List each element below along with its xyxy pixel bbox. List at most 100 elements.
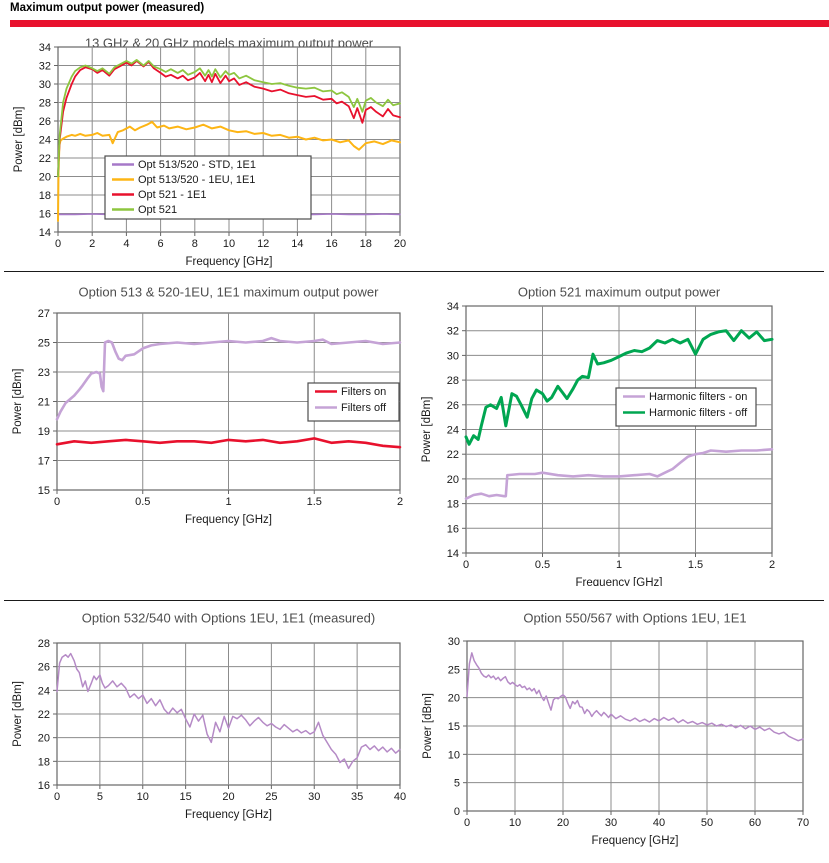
x-tick-label: 6 (158, 238, 164, 250)
y-axis-label: Power [dBm] (12, 681, 24, 747)
y-tick-label: 19 (38, 426, 50, 438)
y-tick-label: 24 (38, 685, 50, 697)
page-title: Maximum output power (measured) (10, 2, 204, 14)
chart-title: Option 550/567 with Options 1EU, 1E1 (523, 610, 746, 625)
chart-option-521: Option 521 maximum output power 0 0.5 1 1.5 2… (420, 276, 829, 591)
y-axis-label: Power [dBm] (12, 369, 24, 435)
y-tick-label: 22 (39, 153, 51, 165)
y-tick-label: 14 (447, 548, 459, 560)
x-tick-label: 20 (557, 817, 569, 829)
x-tick-label: 0.5 (535, 559, 550, 571)
legend-label: Opt 513/520 - 1EU, 1E1 (138, 174, 255, 186)
legend-label: Harmonic filters - off (649, 407, 748, 419)
y-tick-label: 26 (38, 662, 50, 674)
x-tick-label: 16 (325, 238, 337, 250)
x-tick-label: 10 (509, 817, 521, 829)
x-tick-label: 50 (701, 817, 713, 829)
y-tick-label: 32 (447, 326, 459, 338)
x-axis-label: Frequency [GHz] (576, 577, 663, 586)
x-tick-label: 0 (463, 559, 469, 571)
y-tick-label: 15 (38, 485, 50, 497)
y-tick-label: 5 (454, 778, 460, 790)
y-tick-label: 22 (447, 449, 459, 461)
y-tick-label: 17 (38, 456, 50, 468)
y-tick-label: 22 (38, 709, 50, 721)
y-tick-label: 24 (447, 425, 459, 437)
y-tick-label: 20 (38, 733, 50, 745)
y-tick-label: 28 (38, 638, 50, 650)
legend-label: Opt 521 - 1E1 (138, 189, 207, 201)
chart-title: Option 513 & 520-1EU, 1E1 maximum output… (79, 284, 380, 299)
y-axis-label: Power [dBm] (422, 693, 434, 759)
x-axis-label: Frequency [GHz] (186, 256, 273, 268)
y-tick-label: 27 (38, 308, 50, 320)
x-tick-label: 2 (397, 496, 403, 508)
y-tick-label: 16 (39, 209, 51, 221)
chart-canvas: Option 521 maximum output power 0 0.5 1 1.5 2… (420, 276, 829, 586)
x-tick-label: 1 (616, 559, 622, 571)
x-tick-label: 10 (137, 791, 149, 803)
x-tick-label: 0 (55, 238, 61, 250)
y-tick-label: 25 (448, 664, 460, 676)
y-tick-label: 16 (38, 780, 50, 792)
y-axis-label: Power [dBm] (13, 107, 25, 173)
y-tick-label: 32 (39, 61, 51, 73)
y-axis-label: Power [dBm] (421, 397, 433, 463)
y-tick-label: 18 (38, 756, 50, 768)
x-tick-label: 30 (308, 791, 320, 803)
x-tick-label: 0 (54, 791, 60, 803)
y-tick-label: 34 (39, 42, 51, 54)
chart-option-532-540: Option 532/540 with Options 1EU, 1E1 (me… (0, 603, 420, 838)
x-tick-label: 0 (464, 817, 470, 829)
y-tick-label: 23 (38, 367, 50, 379)
x-tick-label: 25 (265, 791, 277, 803)
legend-label: Filters on (341, 386, 386, 398)
chart-title: Option 532/540 with Options 1EU, 1E1 (me… (82, 610, 375, 625)
x-tick-label: 60 (749, 817, 761, 829)
y-tick-label: 26 (447, 400, 459, 412)
legend-label: Opt 521 (138, 204, 177, 216)
chart-canvas: 13 GHz & 20 GHz models maximum output po… (10, 33, 420, 271)
chart-canvas: Option 513 & 520-1EU, 1E1 maximum output… (0, 276, 420, 538)
x-tick-label: 12 (257, 238, 269, 250)
y-tick-label: 14 (39, 227, 51, 239)
y-tick-label: 30 (447, 350, 459, 362)
x-tick-label: 10 (223, 238, 235, 250)
x-tick-label: 40 (394, 791, 406, 803)
chart-option-513-520: Option 513 & 520-1EU, 1E1 maximum output… (0, 276, 420, 543)
y-tick-label: 20 (448, 693, 460, 705)
x-axis-label: Frequency [GHz] (185, 514, 272, 526)
x-tick-label: 18 (360, 238, 372, 250)
x-tick-label: 5 (97, 791, 103, 803)
y-tick-label: 34 (447, 301, 459, 313)
x-tick-label: 20 (222, 791, 234, 803)
x-tick-label: 70 (797, 817, 809, 829)
y-tick-label: 18 (447, 499, 459, 511)
x-tick-label: 1.5 (688, 559, 703, 571)
y-tick-label: 20 (39, 172, 51, 184)
y-tick-label: 28 (447, 375, 459, 387)
x-tick-label: 14 (291, 238, 303, 250)
x-tick-label: 2 (769, 559, 775, 571)
x-tick-label: 4 (123, 238, 129, 250)
chart-option-550-567: Option 550/567 with Options 1EU, 1E1 0 10 2… (420, 603, 829, 863)
chart-13-20ghz-models: 13 GHz & 20 GHz models maximum output po… (10, 33, 420, 276)
y-tick-label: 16 (447, 523, 459, 535)
x-tick-label: 8 (192, 238, 198, 250)
x-tick-label: 30 (605, 817, 617, 829)
chart-canvas: Option 550/567 with Options 1EU, 1E1 0 10 2… (420, 603, 829, 858)
y-tick-label: 20 (447, 474, 459, 486)
section-divider-2 (4, 600, 824, 601)
legend-label: Harmonic filters - on (649, 391, 747, 403)
y-tick-label: 15 (448, 721, 460, 733)
x-tick-label: 0 (54, 496, 60, 508)
x-tick-label: 1 (225, 496, 231, 508)
x-tick-label: 40 (653, 817, 665, 829)
x-tick-label: 35 (351, 791, 363, 803)
chart-title: Option 521 maximum output power (518, 284, 721, 299)
legend-label: Filters off (341, 402, 387, 414)
x-tick-label: 1.5 (307, 496, 322, 508)
y-tick-label: 10 (448, 749, 460, 761)
red-accent-bar (10, 20, 829, 27)
